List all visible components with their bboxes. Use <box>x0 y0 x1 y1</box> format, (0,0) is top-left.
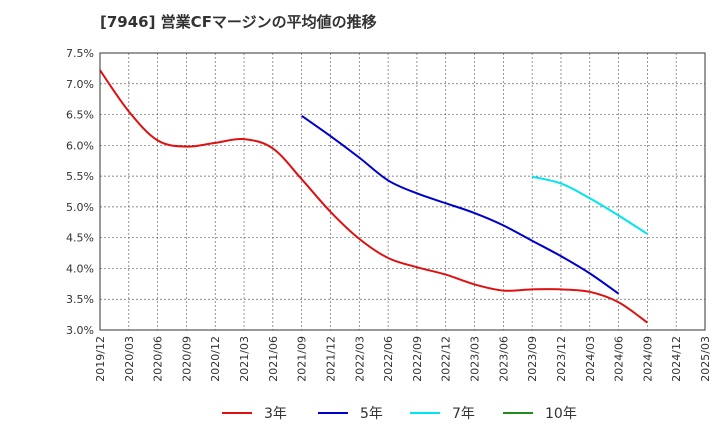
plot-frame <box>99 52 706 331</box>
series-lines <box>99 69 648 324</box>
y-tick-label: 7.5% <box>66 47 94 60</box>
x-tick-label: 2022/03 <box>353 336 366 382</box>
grid <box>100 53 705 330</box>
x-tick-label: 2021/09 <box>296 336 309 382</box>
x-axis: 2019/12 2020/03 2020/06 2020/09 2020/12 2021/… <box>94 336 712 382</box>
series-line-1 <box>301 114 620 295</box>
x-tick-label: 2020/12 <box>209 336 222 382</box>
legend-label-1: 5年 <box>360 406 383 422</box>
y-axis: 7.5% 7.0% 6.5% 6.0% 5.5% 5.0% 4.5% 4.0% 3.5% 3.0% <box>66 47 94 337</box>
chart-title: [7946] 営業CFマージンの平均値の推移 <box>100 13 377 31</box>
x-tick-label: 2023/12 <box>555 336 568 382</box>
legend-label-3: 10年 <box>545 406 577 422</box>
y-tick-label: 6.5% <box>66 109 94 122</box>
legend: 3年 5年 7年 10年 <box>222 406 577 422</box>
legend-label-2: 7年 <box>452 406 475 422</box>
y-tick-label: 3.5% <box>66 293 94 306</box>
x-tick-label: 2019/12 <box>94 336 107 382</box>
x-tick-label: 2021/06 <box>267 336 280 382</box>
x-tick-label: 2020/09 <box>180 336 193 382</box>
x-tick-label: 2022/12 <box>440 336 453 382</box>
y-tick-label: 6.0% <box>66 139 94 152</box>
x-tick-label: 2024/03 <box>584 336 597 382</box>
y-tick-label: 5.0% <box>66 201 94 214</box>
y-tick-label: 3.0% <box>66 324 94 337</box>
x-tick-label: 2020/03 <box>123 336 136 382</box>
x-tick-label: 2024/12 <box>670 336 683 382</box>
x-tick-label: 2024/06 <box>613 336 626 382</box>
x-tick-label: 2020/06 <box>152 336 165 382</box>
y-tick-label: 7.0% <box>66 78 94 91</box>
x-tick-label: 2023/03 <box>469 336 482 382</box>
x-tick-label: 2022/09 <box>411 336 424 382</box>
y-tick-label: 5.5% <box>66 170 94 183</box>
x-tick-label: 2021/12 <box>324 336 337 382</box>
series-line-0 <box>99 69 648 324</box>
x-tick-label: 2024/09 <box>641 336 654 382</box>
x-tick-label: 2022/06 <box>382 336 395 382</box>
x-tick-label: 2021/03 <box>238 336 251 382</box>
legend-label-0: 3年 <box>264 406 287 422</box>
series-line-2 <box>531 175 648 235</box>
y-tick-label: 4.5% <box>66 232 94 245</box>
x-tick-label: 2023/09 <box>526 336 539 382</box>
x-tick-label: 2023/06 <box>497 336 510 382</box>
x-tick-label: 2025/03 <box>699 336 712 382</box>
y-tick-label: 4.0% <box>66 262 94 275</box>
